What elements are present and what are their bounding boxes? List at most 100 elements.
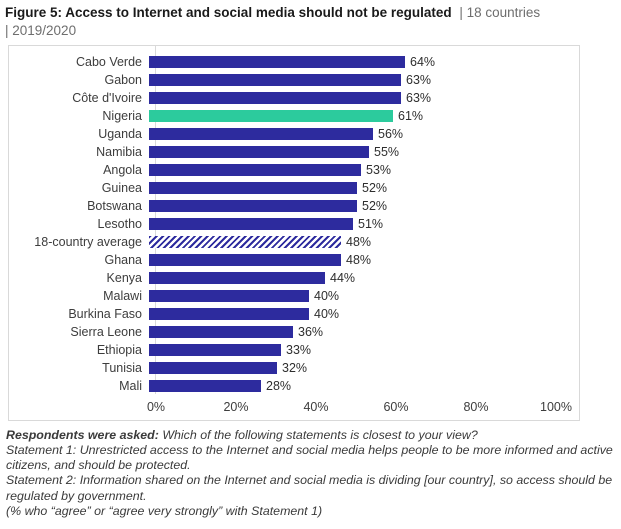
category-label: Malawi	[103, 288, 142, 303]
x-axis-tick: 100%	[540, 399, 572, 414]
bar-row: Côte d'Ivoire 63%	[9, 89, 579, 107]
bar-row: Kenya 44%	[9, 269, 579, 287]
bar-row: Mali 28%	[9, 377, 579, 395]
bar-track: 28%	[149, 378, 579, 393]
bar-track: 52%	[149, 199, 579, 213]
bar-row: Sierra Leone 36%	[9, 323, 579, 341]
bar-row: Malawi 40%	[9, 287, 579, 305]
bar-track: 33%	[149, 342, 579, 357]
bar-highlighted	[149, 109, 393, 122]
bar	[149, 73, 401, 86]
x-axis-tick: 60%	[383, 399, 409, 414]
bar-track: 36%	[149, 324, 579, 339]
x-axis-tick: 40%	[303, 399, 329, 414]
bar-track: 48%	[149, 252, 579, 267]
value-label: 51%	[358, 216, 384, 231]
bar-row: Ethiopia 33%	[9, 341, 579, 359]
bar-row: Burkina Faso 40%	[9, 305, 579, 323]
bar	[149, 127, 373, 140]
bar	[149, 325, 293, 338]
bar	[149, 343, 281, 356]
bar-track: 64%	[149, 54, 579, 69]
bar-row: Uganda 56%	[9, 125, 579, 143]
value-label: 36%	[298, 324, 324, 339]
chart-area: Cabo Verde 64% Gabon 63% Côte d'Ivoire 63% Nig…	[8, 44, 580, 421]
value-label: 64%	[410, 54, 436, 69]
bar	[149, 181, 357, 194]
bar	[149, 217, 353, 230]
bar-track: 32%	[149, 360, 579, 375]
value-label: 40%	[314, 306, 340, 321]
figure-title-meta-countries: | 18 countries	[459, 5, 541, 20]
bar	[149, 55, 405, 68]
bar-track: 48%	[149, 235, 579, 249]
bar	[149, 379, 261, 392]
bar-row: Tunisia 32%	[9, 359, 579, 377]
bar-track: 55%	[149, 144, 579, 159]
bar-average-hatched	[149, 235, 341, 248]
value-label: 40%	[314, 288, 340, 303]
x-axis-tick: 0%	[146, 399, 166, 414]
category-label: 18-country average	[34, 234, 142, 249]
x-axis: 0% 20% 40% 60% 80% 100%	[147, 394, 579, 420]
bar-track: 40%	[149, 288, 579, 303]
footnote-statement1: Statement 1: Unrestricted access to the …	[6, 442, 613, 473]
bar	[149, 163, 361, 176]
bar-row: 18-country average 48%	[9, 233, 579, 251]
category-label: Uganda	[98, 126, 142, 141]
category-label: Burkina Faso	[68, 306, 142, 321]
bar-track: 53%	[149, 162, 579, 177]
bar-row: Angola 53%	[9, 161, 579, 179]
footnote: Respondents were asked: Which of the fol…	[6, 428, 615, 520]
value-label: 63%	[406, 72, 432, 87]
category-label: Kenya	[106, 270, 142, 285]
bar	[149, 289, 309, 302]
figure-title: Figure 5: Access to Internet and social …	[5, 4, 616, 40]
category-label: Nigeria	[102, 108, 142, 123]
footnote-measure: (% who “agree” or “agree very strongly” …	[6, 503, 323, 518]
value-label: 55%	[374, 144, 400, 159]
bar-track: 63%	[149, 72, 579, 87]
value-label: 63%	[406, 90, 432, 105]
value-label: 28%	[266, 378, 292, 393]
value-label: 52%	[362, 180, 388, 195]
bar-track: 61%	[149, 109, 579, 123]
bar-track: 52%	[149, 180, 579, 195]
bar	[149, 361, 277, 374]
bar	[149, 253, 341, 266]
category-label: Mali	[119, 378, 142, 393]
category-label: Botswana	[87, 198, 142, 213]
x-axis-tick: 20%	[223, 399, 249, 414]
value-label: 33%	[286, 342, 312, 357]
value-label: 53%	[366, 162, 392, 177]
category-label: Tunisia	[102, 360, 142, 375]
bar-row: Ghana 48%	[9, 251, 579, 269]
x-axis-tick: 80%	[463, 399, 489, 414]
category-label: Cabo Verde	[75, 54, 142, 69]
bar-track: 56%	[149, 126, 579, 141]
value-label: 32%	[282, 360, 308, 375]
footnote-question: Respondents were asked: Which of the fol…	[6, 428, 615, 443]
value-label: 44%	[330, 270, 356, 285]
figure-title-meta-year: | 2019/2020	[5, 22, 77, 38]
category-label: Angola	[103, 162, 142, 177]
bar-row: Lesotho 51%	[9, 215, 579, 233]
bar-track: 63%	[149, 90, 579, 105]
bar-track: 51%	[149, 216, 579, 231]
bar	[149, 307, 309, 320]
category-label: Guinea	[101, 180, 142, 195]
bar-track: 44%	[149, 270, 579, 285]
footnote-question-text: Which of the following statements is clo…	[162, 427, 478, 442]
value-label: 56%	[378, 126, 404, 141]
bar-row: Namibia 55%	[9, 143, 579, 161]
bar-row: Gabon 63%	[9, 71, 579, 89]
category-label: Ethiopia	[96, 342, 142, 357]
bar-row: Guinea 52%	[9, 179, 579, 197]
bar-track: 40%	[149, 306, 579, 321]
value-label: 48%	[346, 252, 372, 267]
bar-rows: Cabo Verde 64% Gabon 63% Côte d'Ivoire 63% Nig…	[9, 46, 579, 395]
category-label: Côte d'Ivoire	[72, 90, 142, 105]
bar-row: Nigeria 61%	[9, 107, 579, 125]
footnote-lead: Respondents were asked:	[6, 427, 159, 442]
